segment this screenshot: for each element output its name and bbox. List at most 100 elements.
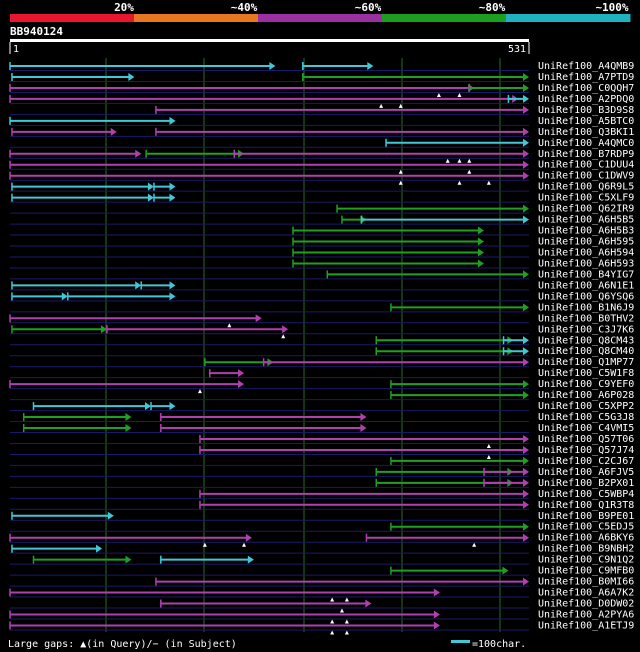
hit-label[interactable]: UniRef100_Q6YSQ6 bbox=[538, 291, 634, 302]
hit-row[interactable]: UniRef100_B9NBH2 bbox=[10, 544, 634, 555]
hit-label[interactable]: UniRef100_A6A7K2 bbox=[538, 588, 634, 599]
hit-label[interactable]: UniRef100_C2CJ67 bbox=[538, 456, 634, 467]
hit-row[interactable]: UniRef100_B2PX01 bbox=[10, 478, 634, 489]
hit-row[interactable]: UniRef100_Q6YSQ6 bbox=[10, 291, 634, 302]
hit-row[interactable]: UniRef100_A2PYA6 bbox=[9, 610, 634, 624]
hit-label[interactable]: UniRef100_B0THV2 bbox=[538, 313, 634, 324]
hit-label[interactable]: UniRef100_A5BTC0 bbox=[538, 116, 634, 127]
hit-row[interactable]: UniRef100_C9N1Q2 bbox=[10, 555, 634, 566]
hit-label[interactable]: UniRef100_A6H5B5 bbox=[538, 215, 634, 226]
hit-row[interactable]: UniRef100_C9YEF0 bbox=[9, 379, 634, 394]
hit-label[interactable]: UniRef100_B4YIG7 bbox=[538, 269, 634, 280]
hit-row[interactable]: UniRef100_C5G3J8 bbox=[10, 412, 634, 423]
hit-label[interactable]: UniRef100_A7PTD9 bbox=[538, 72, 634, 83]
hit-row[interactable]: UniRef100_A6FJV5 bbox=[10, 467, 634, 478]
hit-row[interactable]: UniRef100_A6H5B3 bbox=[10, 226, 634, 237]
hit-row[interactable]: UniRef100_A4QMC0 bbox=[10, 138, 634, 149]
hit-row[interactable]: UniRef100_B7RDP9 bbox=[9, 149, 634, 163]
hit-row[interactable]: UniRef100_Q57J74 bbox=[10, 445, 634, 459]
hit-label[interactable]: UniRef100_D0DW02 bbox=[538, 599, 634, 610]
hit-label[interactable]: UniRef100_A6N1E1 bbox=[538, 280, 634, 291]
hit-row[interactable]: UniRef100_A5BTC0 bbox=[9, 116, 634, 127]
hit-row[interactable]: UniRef100_A6H5B5 bbox=[10, 215, 634, 226]
hit-label[interactable]: UniRef100_C5W1F8 bbox=[538, 368, 634, 379]
hit-row[interactable]: UniRef100_C1DUU4 bbox=[9, 160, 634, 174]
hit-label[interactable]: UniRef100_B3D9S8 bbox=[538, 105, 634, 116]
hit-row[interactable]: UniRef100_C1DWV9 bbox=[9, 171, 634, 185]
hit-label[interactable]: UniRef100_C0QQH7 bbox=[538, 83, 634, 94]
hit-row[interactable]: UniRef100_A6P028 bbox=[10, 390, 634, 401]
hit-label[interactable]: UniRef100_C1DUU4 bbox=[538, 160, 634, 171]
hit-row[interactable]: UniRef100_B0THV2 bbox=[9, 313, 634, 328]
hit-label[interactable]: UniRef100_C5EDJ5 bbox=[538, 522, 634, 533]
hit-label[interactable]: UniRef100_A6H594 bbox=[538, 247, 634, 258]
hit-label[interactable]: UniRef100_C5XLF9 bbox=[538, 193, 634, 204]
hit-row[interactable]: UniRef100_A1ETJ9 bbox=[9, 620, 634, 635]
hit-label[interactable]: UniRef100_A4QMB9 bbox=[538, 61, 634, 72]
hit-label[interactable]: UniRef100_Q6R9L5 bbox=[538, 182, 634, 193]
hit-row[interactable]: UniRef100_Q3BKI1 bbox=[10, 127, 634, 138]
hit-row[interactable]: UniRef100_Q1R3T8 bbox=[10, 500, 634, 511]
hit-row[interactable]: UniRef100_A6H595 bbox=[10, 237, 634, 248]
hit-row[interactable]: UniRef100_A6H593 bbox=[10, 258, 634, 269]
hit-row[interactable]: UniRef100_C4VMI5 bbox=[10, 423, 634, 434]
hit-row[interactable]: UniRef100_B4YIG7 bbox=[10, 269, 634, 280]
hit-row[interactable]: UniRef100_C5W1F8 bbox=[10, 368, 634, 379]
hit-label[interactable]: UniRef100_A2PYA6 bbox=[538, 610, 634, 621]
hit-row[interactable]: UniRef100_Q62IR9 bbox=[10, 204, 634, 215]
hit-label[interactable]: UniRef100_B9NBH2 bbox=[538, 544, 634, 555]
hit-label[interactable]: UniRef100_A2PDQ0 bbox=[538, 94, 634, 105]
hit-row[interactable]: UniRef100_A4QMB9 bbox=[9, 61, 634, 72]
hit-row[interactable]: UniRef100_D0DW02 bbox=[10, 599, 634, 613]
hit-label[interactable]: UniRef100_Q8CM43 bbox=[538, 335, 634, 346]
hit-row[interactable]: UniRef100_B3D9S8 bbox=[10, 105, 634, 116]
hit-row[interactable]: UniRef100_Q6R9L5 bbox=[10, 182, 634, 193]
hit-label[interactable]: UniRef100_C1DWV9 bbox=[538, 171, 634, 182]
hit-label[interactable]: UniRef100_Q62IR9 bbox=[538, 204, 634, 215]
hit-row[interactable]: UniRef100_C3J7K6 bbox=[10, 324, 634, 339]
hit-row[interactable]: UniRef100_A6A7K2 bbox=[9, 588, 634, 602]
hit-row[interactable]: UniRef100_A6BKY6 bbox=[9, 533, 634, 547]
hit-row[interactable]: UniRef100_A2PDQ0 bbox=[9, 94, 634, 108]
hit-label[interactable]: UniRef100_A4QMC0 bbox=[538, 138, 634, 149]
hit-row[interactable]: UniRef100_B9PE01 bbox=[10, 511, 634, 522]
hit-label[interactable]: UniRef100_C5WBP4 bbox=[538, 489, 634, 500]
hit-row[interactable]: UniRef100_Q8CM43 bbox=[10, 335, 634, 346]
hit-row[interactable]: UniRef100_B1N6J9 bbox=[10, 302, 634, 313]
hit-row[interactable]: UniRef100_C5XPP2 bbox=[10, 401, 634, 412]
hit-label[interactable]: UniRef100_A6P028 bbox=[538, 390, 634, 401]
hit-row[interactable]: UniRef100_Q1MP77 bbox=[10, 357, 634, 368]
hit-label[interactable]: UniRef100_Q3BKI1 bbox=[538, 127, 634, 138]
hit-label[interactable]: UniRef100_C9N1Q2 bbox=[538, 555, 634, 566]
hit-row[interactable]: UniRef100_C5XLF9 bbox=[10, 193, 634, 204]
hit-label[interactable]: UniRef100_Q1MP77 bbox=[538, 357, 634, 368]
hit-row[interactable]: UniRef100_C9MFB0 bbox=[10, 566, 634, 577]
hit-label[interactable]: UniRef100_A6BKY6 bbox=[538, 533, 634, 544]
hit-label[interactable]: UniRef100_A6H5B3 bbox=[538, 226, 634, 237]
hit-label[interactable]: UniRef100_A6H595 bbox=[538, 237, 634, 248]
hit-label[interactable]: UniRef100_C9YEF0 bbox=[538, 379, 634, 390]
hit-label[interactable]: UniRef100_B0MI66 bbox=[538, 577, 634, 588]
hit-label[interactable]: UniRef100_A6H593 bbox=[538, 258, 634, 269]
hit-row[interactable]: UniRef100_A6N1E1 bbox=[10, 280, 634, 291]
hit-label[interactable]: UniRef100_C3J7K6 bbox=[538, 324, 634, 335]
hit-label[interactable]: UniRef100_Q1R3T8 bbox=[538, 500, 634, 511]
hit-label[interactable]: UniRef100_A6FJV5 bbox=[538, 467, 634, 478]
hit-label[interactable]: UniRef100_Q8CM40 bbox=[538, 346, 634, 357]
hit-label[interactable]: UniRef100_B2PX01 bbox=[538, 478, 634, 489]
hit-label[interactable]: UniRef100_A1ETJ9 bbox=[538, 620, 634, 631]
hit-label[interactable]: UniRef100_B9PE01 bbox=[538, 511, 634, 522]
hit-label[interactable]: UniRef100_Q57T06 bbox=[538, 434, 634, 445]
hit-row[interactable]: UniRef100_A6H594 bbox=[10, 247, 634, 258]
hit-row[interactable]: UniRef100_C5WBP4 bbox=[10, 489, 634, 500]
hit-row[interactable]: UniRef100_Q57T06 bbox=[10, 434, 634, 448]
hit-label[interactable]: UniRef100_C5G3J8 bbox=[538, 412, 634, 423]
hit-label[interactable]: UniRef100_B7RDP9 bbox=[538, 149, 634, 160]
hit-row[interactable]: UniRef100_C5EDJ5 bbox=[10, 522, 634, 533]
hit-row[interactable]: UniRef100_A7PTD9 bbox=[10, 72, 634, 83]
hit-label[interactable]: UniRef100_Q57J74 bbox=[538, 445, 634, 456]
hit-label[interactable]: UniRef100_C4VMI5 bbox=[538, 423, 634, 434]
hit-label[interactable]: UniRef100_C5XPP2 bbox=[538, 401, 634, 412]
hit-row[interactable]: UniRef100_C0QQH7 bbox=[9, 83, 634, 97]
hit-label[interactable]: UniRef100_C9MFB0 bbox=[538, 566, 634, 577]
